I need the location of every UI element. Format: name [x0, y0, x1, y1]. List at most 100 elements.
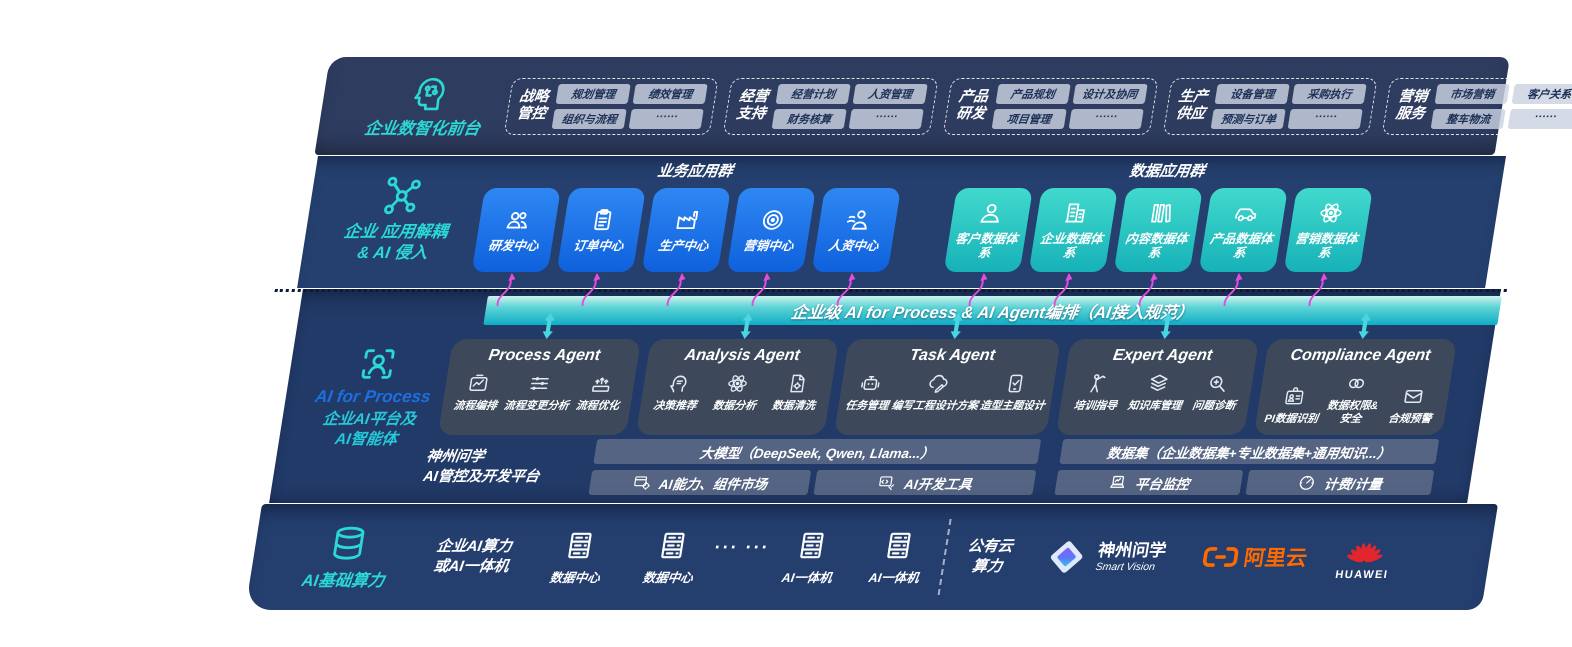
- data-box-marketing: 营销数据体系: [1283, 188, 1373, 272]
- app-box-marketing-center: 营销中心: [726, 188, 816, 272]
- dataset-group: 数据集（企业数据集+专业数据集+通用知识...） 平台监控 计费/计量: [1054, 439, 1440, 495]
- user-icon: [976, 200, 1006, 226]
- group-title: 产品研发: [955, 88, 990, 122]
- chip: 产品规划: [995, 83, 1071, 104]
- molecule-icon: [375, 172, 428, 218]
- decouple-label-line2: & AI 侵入: [356, 243, 429, 262]
- updown-arrow: [1156, 313, 1177, 339]
- group-production-supply: 生产供应 设备管理 采购执行 预测与订单 ······: [1162, 77, 1379, 135]
- platform-name-line2: AI管控及开发平台: [421, 469, 541, 485]
- infra-label-block: AI基础算力: [300, 524, 393, 591]
- person-wave-icon: [842, 207, 872, 233]
- data-box-customer: 客户数据体系: [943, 188, 1033, 272]
- ellipsis: ··· ···: [713, 536, 772, 557]
- doc-gear-icon: [784, 372, 811, 395]
- idcard-icon: [1281, 385, 1308, 408]
- brain-circuit-icon: [404, 73, 453, 115]
- chip: ······: [1288, 108, 1364, 129]
- app-box-rd-center: 研发中心: [471, 188, 561, 272]
- data-box-product: 产品数据体系: [1198, 188, 1288, 272]
- atom-icon: [1316, 200, 1346, 226]
- clipboard-icon: [587, 207, 617, 233]
- server-icon: [654, 529, 692, 562]
- datasets-bar: 数据集（企业数据集+专业数据集+通用知识...）: [1059, 439, 1440, 464]
- server-icon: [793, 529, 831, 562]
- layers-icon: [1145, 372, 1172, 395]
- huawei-logo: HUAWEI: [1334, 534, 1394, 581]
- server-icon: [561, 529, 599, 562]
- public-cloud-label: 公有云 算力: [966, 537, 1015, 575]
- cloud-pen-icon: [925, 372, 952, 395]
- infra-layer: AI基础算力 企业AI算力 或AI一体机 数据中心 数据中心 ··· ··· A…: [245, 504, 1499, 610]
- data-box-enterprise: 企业数据体系: [1028, 188, 1118, 272]
- chip: ······: [628, 108, 705, 129]
- front-office-label: 企业数智化前台: [363, 119, 482, 138]
- head-chat-icon: [665, 372, 692, 395]
- chip: 设计及协同: [1072, 83, 1148, 104]
- chip: 采购执行: [1292, 83, 1368, 104]
- model-capability-group: 大模型（DeepSeek, Qwen, Llama...） AI能力、组件市场 …: [588, 439, 1042, 495]
- node-datacenter-1: 数据中心: [549, 529, 608, 586]
- chip: 整车物流: [1430, 108, 1506, 129]
- data-box-content: 内容数据体系: [1113, 188, 1203, 272]
- data-app-group: 数据应用群 客户数据体系 企业数据体系 内容数据体系: [941, 160, 1377, 288]
- group-title: 战略管控: [515, 88, 550, 122]
- chip: 人资管理: [852, 83, 928, 104]
- infra-label: AI基础算力: [300, 571, 386, 590]
- envelope-icon: [1400, 385, 1427, 408]
- front-office-groups: 战略管控 规划管理 绩效管理 组织与流程 ······ 经营支持 经营计划 人资…: [503, 77, 1572, 135]
- group-title: 经营支持: [735, 88, 770, 122]
- chip: ······: [1507, 108, 1572, 129]
- updown-arrow: [736, 313, 757, 339]
- agent-card-analysis: Analysis Agent 决策推荐 数据分析 数据清洗: [635, 339, 839, 435]
- ai-platform-layer: 企业级 AI for Process & AI Agent编排（AI接入规范） …: [269, 289, 1502, 503]
- devtools-icon: [876, 473, 898, 492]
- updown-arrow: [946, 313, 967, 339]
- node-ai-appliance-1: AI一体机: [781, 529, 840, 586]
- group-marketing-service: 营销服务 市场营销 客户关系 整车物流 ······: [1382, 77, 1572, 135]
- people-icon: [502, 207, 532, 233]
- monitor-icon: [1107, 473, 1129, 492]
- dashed-divider: [937, 519, 952, 595]
- chip: 预测与订单: [1211, 108, 1287, 129]
- front-office-label-block: 企业数智化前台: [363, 73, 489, 140]
- diagnose-icon: [1204, 372, 1231, 395]
- chip: 绩效管理: [632, 83, 709, 104]
- group-title: 生产供应: [1174, 88, 1210, 122]
- billing-bar: 计费/计量: [1245, 470, 1435, 495]
- agent-card-task: Task Agent 任务管理 编写工程设计方案 造型主题设计: [833, 339, 1062, 435]
- factory-icon: [672, 207, 702, 233]
- gauge-icon: [1296, 473, 1318, 492]
- alicloud-bracket-icon: [1202, 547, 1238, 567]
- updown-arrow: [1354, 313, 1375, 339]
- decouple-label-line1: 企业 应用解耦: [342, 223, 449, 241]
- books-icon: [1146, 200, 1176, 226]
- database-icon: [326, 524, 372, 564]
- target-icon: [757, 207, 787, 233]
- chip: 财务核算: [771, 108, 847, 129]
- training-icon: [1086, 372, 1113, 395]
- chip: 组织与流程: [551, 108, 628, 129]
- chip: 客户关系: [1511, 83, 1572, 104]
- data-group-title: 数据应用群: [1128, 163, 1206, 180]
- devtools-bar: AI开发工具: [813, 470, 1037, 495]
- agent-card-compliance: Compliance Agent PI数据识别 数据权限&安全 合规预警: [1254, 339, 1458, 435]
- component-market-icon: [631, 473, 653, 492]
- chip: 规划管理: [555, 83, 632, 104]
- chip: 项目管理: [991, 108, 1067, 129]
- platform-name-line1: 神州问学: [425, 448, 486, 465]
- node-ai-appliance-2: AI一体机: [868, 529, 927, 586]
- server-icon: [880, 529, 918, 562]
- app-box-hr-center: 人资中心: [811, 188, 901, 272]
- business-app-group: 业务应用群 研发中心 订单中心 生产中心: [469, 160, 905, 288]
- chip: 经营计划: [775, 83, 851, 104]
- platform-row: 神州问学 AI管控及开发平台 大模型（DeepSeek, Qwen, Llama…: [420, 439, 1440, 495]
- sliders-icon: [527, 372, 554, 395]
- enterprise-compute-label: 企业AI算力 或AI一体机: [432, 537, 514, 575]
- building-icon: [1061, 200, 1091, 226]
- capability-bar: AI能力、组件市场: [588, 470, 812, 495]
- node-datacenter-2: 数据中心: [642, 529, 701, 586]
- app-box-production-center: 生产中心: [641, 188, 731, 272]
- chip: 设备管理: [1215, 83, 1291, 104]
